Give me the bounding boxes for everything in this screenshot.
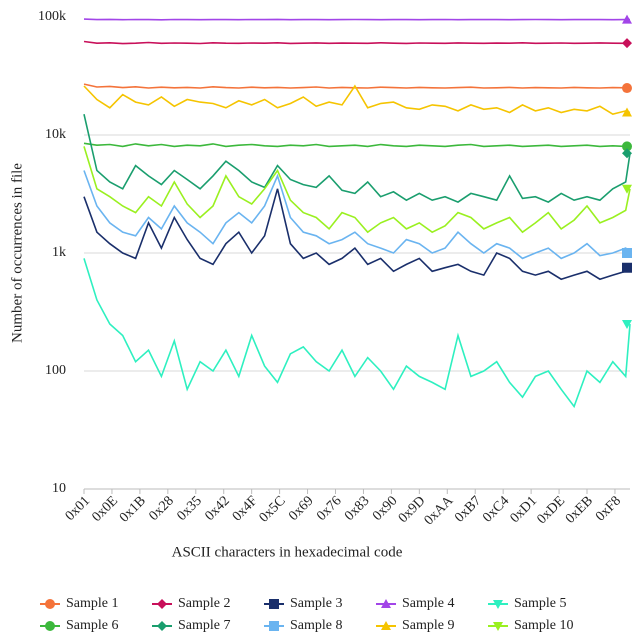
legend-label: Sample 6 [66,618,119,633]
series-line [83,84,631,116]
legend-marker [493,600,503,609]
series-marker [622,262,632,273]
x-tick-label: 0x4F [230,493,261,524]
y-tick-label: 10k [45,127,66,142]
x-tick-label: 0xDE [534,493,568,527]
legend-label: Sample 8 [290,618,343,633]
series-line [83,18,630,21]
x-tick-label: 0xAA [422,493,457,528]
legend-marker [269,599,279,609]
y-tick-label: 10 [52,481,66,496]
y-tick-label: 100k [38,9,66,24]
x-tick-label: 0x83 [342,493,372,523]
series-line [83,170,631,260]
legend-label: Sample 3 [290,596,343,611]
x-tick-label: 0x1B [117,493,149,525]
series-marker [622,184,632,194]
series-line [83,188,631,281]
series-line [83,83,631,89]
y-tick-label: 1k [52,245,66,260]
series-marker [622,14,632,24]
legend-marker [45,621,55,631]
legend-label: Sample 7 [178,618,231,633]
x-tick-label: 0x0E [90,493,122,525]
legend-marker [381,599,391,608]
legend-label: Sample 4 [402,596,455,611]
series-line [83,142,630,148]
series-marker [622,107,632,117]
x-tick-label: 0xEB [563,493,596,526]
series-marker [622,320,632,330]
legend-marker [269,621,279,631]
series-marker [622,148,632,159]
series-line [83,146,631,234]
x-tick-label: 0x76 [314,493,344,523]
legend-label: Sample 10 [514,618,574,633]
legend-marker [381,621,391,630]
y-tick-label: 100 [45,363,66,378]
y-axis-title: Number of occurrences in file [9,163,25,343]
series-marker [622,83,632,94]
series-line [83,258,631,409]
series-marker [622,38,632,49]
x-tick-label: 0xB7 [452,493,484,525]
series-line [83,40,631,45]
x-tick-label: 0x5C [257,493,289,525]
legend-marker [157,599,167,609]
legend-marker [493,622,503,631]
series-marker [622,248,632,258]
x-tick-label: 0x01 [63,493,93,523]
x-tick-label: 0x42 [202,493,232,523]
legend-label: Sample 5 [514,596,567,611]
x-tick-label: 0xC4 [480,493,512,525]
legend-marker [45,599,55,609]
legend-label: Sample 9 [402,618,455,633]
x-tick-label: 0x28 [147,493,177,523]
series-marker [622,141,632,152]
series-line [83,114,631,204]
x-tick-label: 0x90 [370,493,400,523]
legend-marker [157,621,167,631]
x-tick-label: 0x69 [286,493,316,523]
x-tick-label: 0xF8 [593,493,624,524]
legend-label: Sample 1 [66,596,119,611]
x-tick-label: 0xD1 [508,493,541,526]
legend-label: Sample 2 [178,596,231,611]
x-tick-label: 0x35 [174,493,204,523]
x-tick-label: 0x9D [396,493,429,526]
x-axis-title: ASCII characters in hexadecimal code [172,544,403,560]
